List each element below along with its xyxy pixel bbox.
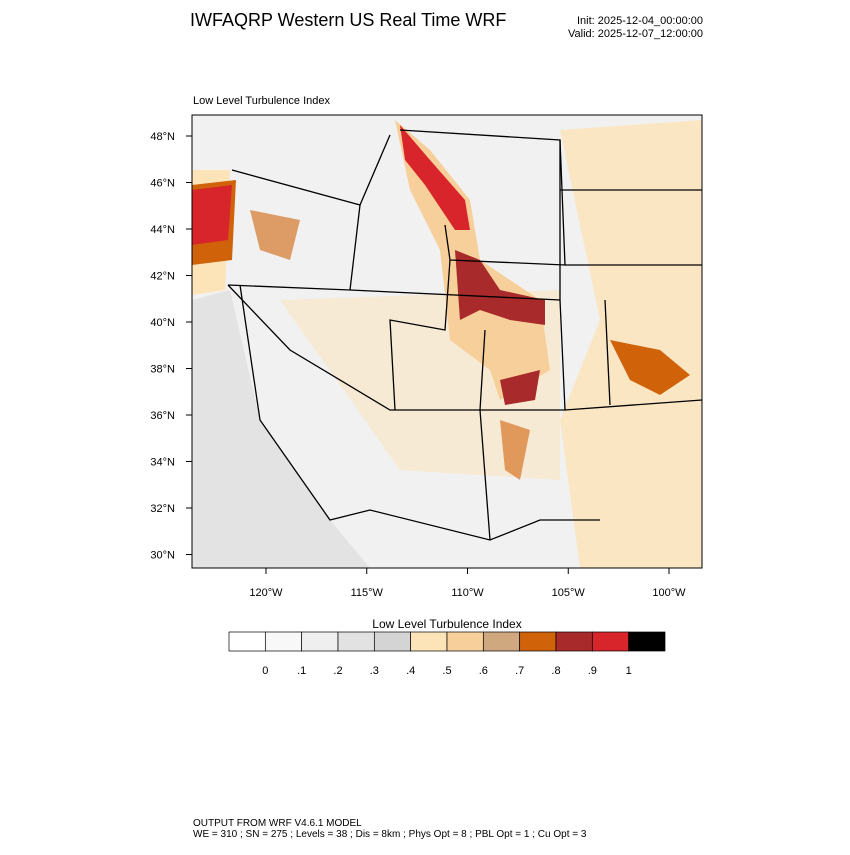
colorbar-label: .1 — [297, 665, 306, 677]
colorbar-box — [628, 631, 666, 652]
colorbar-box — [301, 631, 339, 652]
lon-label: 100°W — [652, 587, 686, 599]
colorbar-box — [482, 631, 521, 652]
colorbar-label: 1 — [626, 665, 632, 677]
colorbar-label: .4 — [406, 665, 415, 677]
lat-label: 46°N — [150, 178, 175, 190]
colorbar-box — [555, 631, 593, 652]
footer-line: WE = 310 ; SN = 275 ; Levels = 38 ; Dis … — [193, 829, 587, 840]
colorbar-box — [337, 631, 375, 652]
colorbar-box — [519, 631, 557, 652]
lat-label: 44°N — [150, 224, 175, 236]
lon-label: 105°W — [552, 587, 586, 599]
lon-label: 115°W — [351, 587, 384, 599]
colorbar-box — [264, 631, 303, 652]
footer-line: OUTPUT FROM WRF V4.6.1 MODEL — [193, 818, 362, 829]
colorbar-title: Low Level Turbulence Index — [372, 617, 521, 631]
colorbar-label: .9 — [588, 665, 597, 677]
lat-label: 40°N — [150, 317, 175, 329]
colorbar-label: .6 — [479, 665, 488, 677]
colorbar-box — [228, 631, 266, 652]
init-time: Init: 2025-12-04_00:00:00 — [577, 15, 703, 27]
lat-label: 36°N — [150, 410, 175, 422]
colorbar-box — [446, 631, 484, 652]
lat-label: 34°N — [150, 457, 175, 469]
colorbar-box — [591, 631, 630, 652]
colorbar-box — [410, 631, 448, 652]
lat-labels: 48°N 46°N 44°N 42°N 40°N 38°N 36°N 34°N 32°N 30°N — [150, 131, 192, 562]
colorbar-label: .7 — [515, 665, 524, 677]
title: IWFAQRP Western US Real Time WRF — [190, 10, 506, 30]
lat-label: 32°N — [150, 503, 175, 515]
valid-time: Valid: 2025-12-07_12:00:00 — [568, 28, 703, 40]
map — [191, 114, 703, 569]
colorbar-label: 0 — [262, 665, 268, 677]
lat-label: 30°N — [150, 550, 175, 562]
colorbar-label: .8 — [551, 665, 560, 677]
colorbar: 0 .1 .2 .3 .4 .5 .6 .7 .8 .9 1 — [228, 631, 666, 677]
lon-label: 120°W — [249, 587, 283, 599]
lon-label: 110°W — [451, 587, 484, 599]
colorbar-label: .5 — [442, 665, 451, 677]
colorbar-label: .3 — [370, 665, 379, 677]
lat-label: 42°N — [150, 271, 175, 283]
lat-label: 48°N — [150, 131, 175, 143]
colorbar-label: .2 — [333, 665, 342, 677]
map-subtitle: Low Level Turbulence Index — [193, 95, 330, 107]
lon-labels: 120°W 115°W 110°W 105°W 100°W — [249, 568, 686, 599]
lat-label: 38°N — [150, 364, 175, 376]
colorbar-box — [373, 631, 412, 652]
